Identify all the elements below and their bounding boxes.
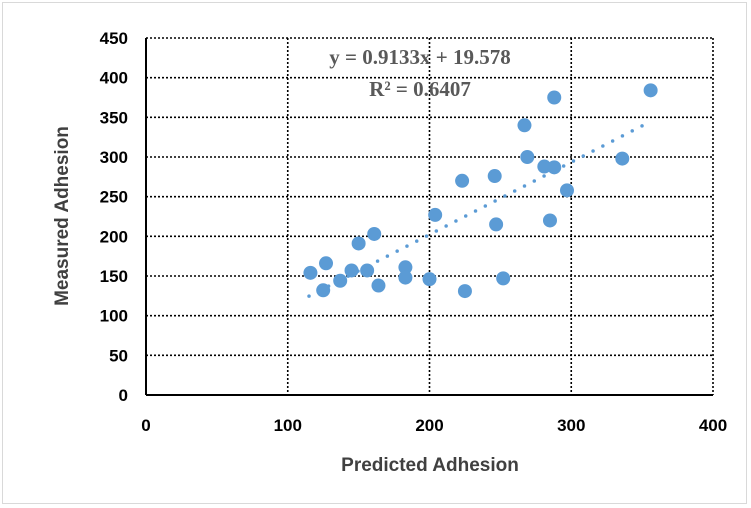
x-tick-label: 200 [415,416,443,435]
x-tick-label: 400 [699,416,727,435]
data-point [333,273,348,288]
data-point [428,207,443,222]
data-point [367,226,382,241]
data-point [520,150,535,164]
data-point [542,213,557,228]
data-point [319,256,334,271]
y-tick-label: 450 [100,29,128,48]
y-tick-label: 400 [100,69,128,88]
data-point [422,272,437,287]
x-tick-label: 300 [557,416,585,435]
data-point [371,278,386,293]
y-tick-label: 50 [109,346,128,365]
data-point [455,173,470,188]
trendline [307,120,651,298]
y-tick-label: 200 [100,227,128,246]
trendline-equation: y = 0.9133x + 19.578 [329,45,510,69]
data-point [489,217,504,232]
data-point [547,90,562,105]
x-axis-ticks: 0 100 200 300 400 [141,416,727,435]
x-axis-title: Predicted Adhesion [341,455,519,476]
y-tick-label: 350 [100,108,128,127]
data-point [316,283,331,298]
y-tick-label: 150 [100,267,128,286]
data-point [398,270,413,285]
y-tick-label: 100 [100,307,128,326]
y-tick-label: 250 [100,188,128,207]
data-point [496,271,511,286]
data-point [517,118,532,133]
trendline-r-squared: R² = 0.6407 [369,77,471,101]
data-point [547,160,562,175]
x-tick-label: 0 [141,416,150,435]
y-axis-title: Measured Adhesion [52,126,73,306]
data-point [303,265,318,280]
data-point [398,260,413,275]
data-point [360,263,375,278]
data-points [303,83,658,299]
y-axis-ticks: 0 50 100 150 200 250 300 350 400 450 [100,29,128,405]
data-point [487,169,502,184]
data-point [351,236,366,251]
data-point [643,83,658,98]
x-tick-label: 100 [274,416,302,435]
data-point [615,151,630,166]
data-point [457,284,472,299]
trendline-path [307,120,651,298]
data-point [344,263,359,278]
y-tick-label: 300 [100,148,128,167]
y-tick-label: 0 [119,386,128,405]
data-point [559,183,574,198]
